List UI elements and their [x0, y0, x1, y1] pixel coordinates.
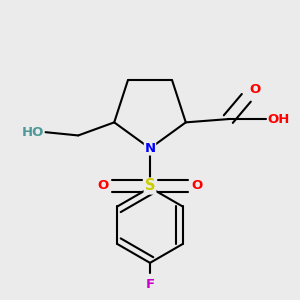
- Text: O: O: [250, 83, 261, 96]
- Text: HO: HO: [22, 126, 44, 139]
- Text: O: O: [191, 179, 202, 193]
- Text: S: S: [145, 178, 155, 194]
- Text: OH: OH: [268, 112, 290, 126]
- Text: O: O: [98, 179, 109, 193]
- Text: F: F: [146, 278, 154, 291]
- Text: N: N: [144, 142, 156, 155]
